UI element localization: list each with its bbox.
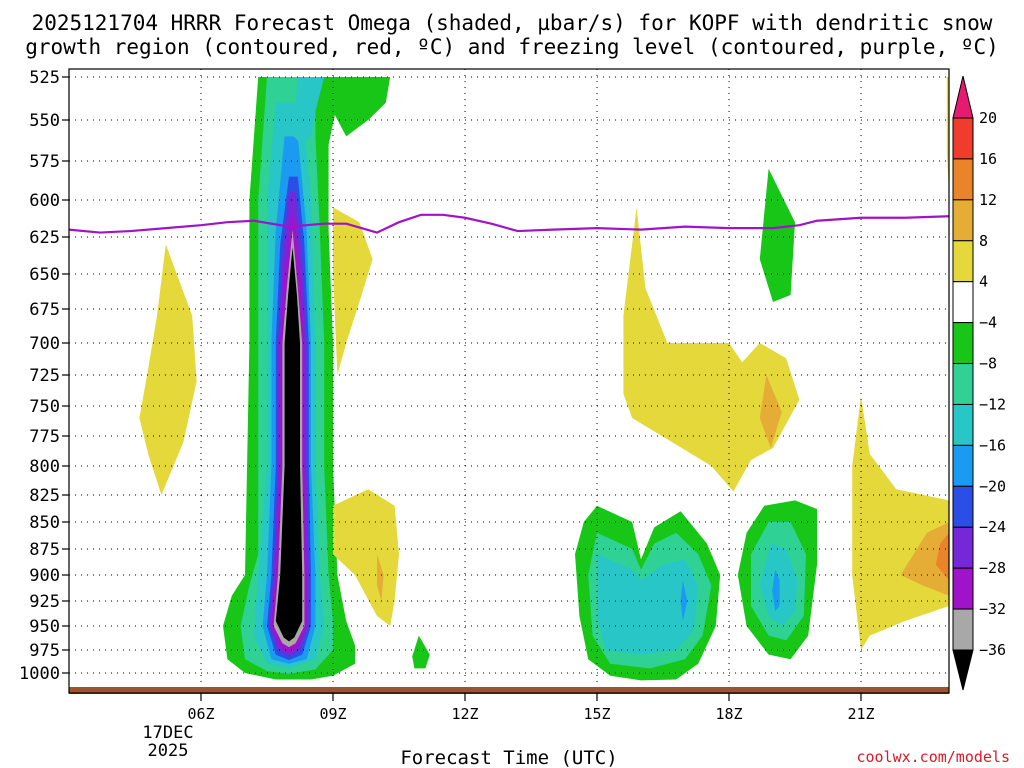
chart-title-line2: growth region (contoured, red, ºC) and f… bbox=[25, 35, 999, 59]
colorbar-band-12 bbox=[952, 567, 974, 610]
omega-region-subsidence-midday bbox=[623, 207, 800, 492]
colorbar-band-5 bbox=[952, 281, 974, 324]
colorbar-tick-11: −28 bbox=[979, 559, 1006, 577]
y-tick-label-550: 550 bbox=[29, 111, 60, 131]
date-label-line2: 2025 bbox=[148, 741, 189, 761]
colorbar-tick-9: −20 bbox=[979, 477, 1006, 495]
colorbar-arrow-top bbox=[952, 75, 974, 119]
colorbar-tick-1: 16 bbox=[979, 150, 997, 168]
omega-region-small-green-blob bbox=[412, 635, 430, 669]
y-tick-label-925: 925 bbox=[29, 592, 60, 612]
date-label-line1: 17DEC bbox=[142, 723, 193, 743]
y-tick-label-775: 775 bbox=[29, 427, 60, 447]
colorbar-tick-0: 20 bbox=[979, 109, 997, 127]
y-tick-label-800: 800 bbox=[29, 457, 60, 477]
chart-title-line1: 2025121704 HRRR Forecast Omega (shaded, … bbox=[32, 11, 993, 35]
colorbar-tick-10: −24 bbox=[979, 518, 1006, 536]
colorbar-band-7 bbox=[952, 363, 974, 405]
omega-regions bbox=[139, 77, 949, 681]
omega-region-subsidence-right-orange bbox=[935, 532, 949, 581]
colorbar-band-3 bbox=[952, 199, 974, 242]
omega-region-main-ascent-black bbox=[275, 247, 303, 642]
colorbar: 20 16 12 8 4 −4 −8 −12 −16 −20 −24 −28 −32 −36 bbox=[952, 75, 1006, 691]
omega-region-subsidence-midday-core bbox=[759, 375, 782, 448]
colorbar-band-11 bbox=[952, 526, 974, 569]
y-tick-label-725: 725 bbox=[29, 366, 60, 386]
x-axis-ticks: 06Z 09Z 12Z 15Z 18Z 21Z bbox=[187, 693, 875, 723]
colorbar-tick-3: 8 bbox=[979, 232, 988, 250]
colorbar-band-2 bbox=[952, 158, 974, 201]
y-tick-label-1000: 1000 bbox=[19, 664, 60, 684]
omega-region-subsidence-right-core bbox=[900, 522, 949, 596]
y-tick-label-525: 525 bbox=[29, 68, 60, 88]
omega-region-upper-teal-tongue bbox=[293, 77, 325, 145]
colorbar-tick-5: −4 bbox=[979, 314, 997, 332]
omega-region-subsidence-low-a bbox=[333, 489, 399, 626]
y-tick-label-750: 750 bbox=[29, 397, 60, 417]
colorbar-tick-2: 12 bbox=[979, 191, 997, 209]
omega-region-green-patch-19z bbox=[759, 168, 795, 302]
omega-region-ascent-late-sky bbox=[680, 580, 688, 621]
x-tick-label-12Z: 12Z bbox=[451, 705, 478, 723]
y-tick-label-650: 650 bbox=[29, 265, 60, 285]
colorbar-arrow-bottom bbox=[952, 649, 974, 691]
freezing-level-line bbox=[68, 213, 950, 234]
y-tick-label-850: 850 bbox=[29, 513, 60, 533]
colorbar-tick-12: −32 bbox=[979, 600, 1006, 618]
colorbar-band-4 bbox=[952, 240, 974, 283]
colorbar-tick-7: −12 bbox=[979, 395, 1006, 413]
y-tick-label-950: 950 bbox=[29, 617, 60, 637]
y-tick-label-975: 975 bbox=[29, 641, 60, 661]
x-tick-label-18Z: 18Z bbox=[715, 705, 742, 723]
credit-text: coolwx.com/models bbox=[856, 748, 1010, 766]
omega-region-subsidence-low-a-core bbox=[377, 554, 384, 601]
colorbar-tick-13: −36 bbox=[979, 641, 1006, 659]
x-tick-label-15Z: 15Z bbox=[583, 705, 610, 723]
omega-region-ascent-late-cyan bbox=[597, 554, 699, 655]
grid bbox=[69, 69, 949, 693]
y-tick-label-825: 825 bbox=[29, 486, 60, 506]
x-axis-label: Forecast Time (UTC) bbox=[400, 747, 617, 768]
omega-region-subsidence-right bbox=[852, 396, 949, 650]
plot-frame bbox=[68, 68, 950, 694]
y-tick-label-625: 625 bbox=[29, 228, 60, 248]
x-tick-label-06Z: 06Z bbox=[187, 705, 214, 723]
plot-area bbox=[68, 68, 950, 694]
y-tick-label-875: 875 bbox=[29, 540, 60, 560]
colorbar-band-6 bbox=[952, 322, 974, 365]
colorbar-tick-4: 4 bbox=[979, 273, 988, 291]
y-axis-ticks: 525 550 575 600 625 650 675 700 725 750 775 800 825 8… bbox=[19, 68, 69, 684]
y-tick-label-575: 575 bbox=[29, 152, 60, 172]
omega-region-subsidence-post-ascent bbox=[333, 207, 373, 375]
x-tick-label-09Z: 09Z bbox=[319, 705, 346, 723]
colorbar-band-13 bbox=[952, 608, 974, 651]
y-tick-label-700: 700 bbox=[29, 334, 60, 354]
colorbar-band-1 bbox=[952, 117, 974, 160]
y-tick-label-900: 900 bbox=[29, 566, 60, 586]
colorbar-band-8 bbox=[952, 403, 974, 446]
colorbar-band-9 bbox=[952, 444, 974, 487]
y-tick-label-675: 675 bbox=[29, 300, 60, 320]
y-tick-label-600: 600 bbox=[29, 191, 60, 211]
colorbar-band-10 bbox=[952, 485, 974, 528]
x-tick-label-21Z: 21Z bbox=[847, 705, 874, 723]
ground-strip bbox=[69, 687, 949, 694]
colorbar-tick-8: −16 bbox=[979, 436, 1006, 454]
omega-region-upper-green-patch bbox=[333, 77, 391, 137]
colorbar-tick-6: −8 bbox=[979, 355, 997, 373]
omega-region-subsidence-left bbox=[139, 244, 197, 495]
